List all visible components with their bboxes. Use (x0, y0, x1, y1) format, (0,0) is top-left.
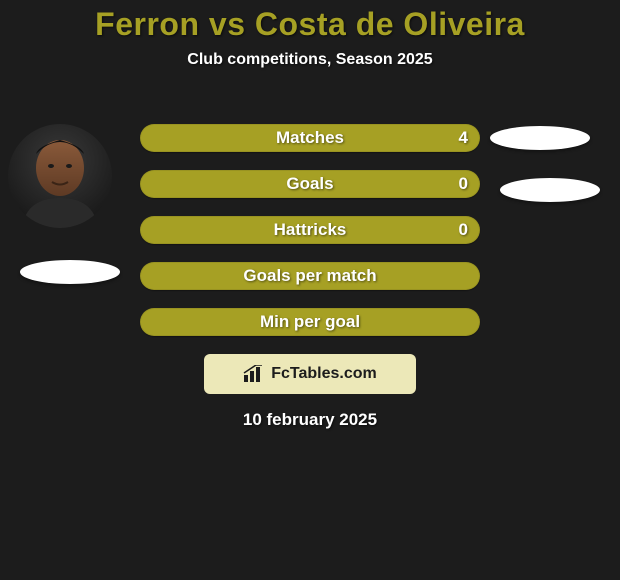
bar-chart-icon (243, 365, 265, 383)
player-right-oval-2 (500, 178, 600, 202)
stat-label: Goals (140, 170, 480, 198)
stat-value: 0 (459, 170, 468, 198)
stat-bar-goals: Goals 0 (140, 170, 480, 198)
stat-label: Hattricks (140, 216, 480, 244)
stat-bar-min-per-goal: Min per goal (140, 308, 480, 336)
player-left-shadow-oval (20, 260, 120, 284)
stat-bar-goals-per-match: Goals per match (140, 262, 480, 290)
stat-value: 4 (459, 124, 468, 152)
stat-bar-matches: Matches 4 (140, 124, 480, 152)
fctables-logo: FcTables.com (204, 354, 416, 394)
page-title: Ferron vs Costa de Oliveira (0, 0, 620, 43)
stat-bars: Matches 4 Goals 0 Hattricks 0 Goals per … (140, 124, 480, 354)
stat-bar-hattricks: Hattricks 0 (140, 216, 480, 244)
player-left-avatar (8, 124, 112, 228)
stat-label: Matches (140, 124, 480, 152)
stat-label: Goals per match (140, 262, 480, 290)
stat-label: Min per goal (140, 308, 480, 336)
player-right-oval-1 (490, 126, 590, 150)
avatar-placeholder-icon (8, 124, 112, 228)
subtitle: Club competitions, Season 2025 (0, 51, 620, 69)
logo-text: FcTables.com (271, 365, 377, 383)
datestamp: 10 february 2025 (0, 410, 620, 430)
stat-value: 0 (459, 216, 468, 244)
